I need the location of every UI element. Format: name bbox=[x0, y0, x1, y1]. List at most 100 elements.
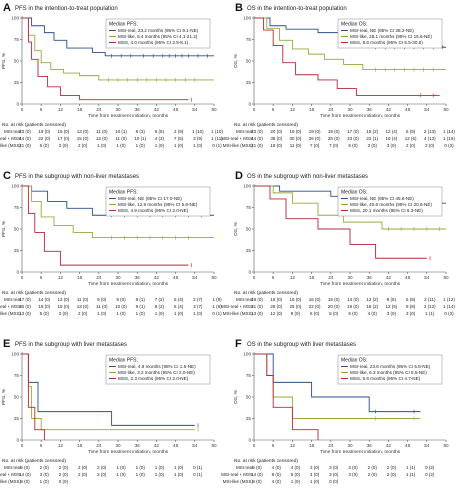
x-tick-label: 18 bbox=[309, 443, 315, 448]
x-tick-label: 60 bbox=[211, 107, 217, 112]
risk-cell: 28 (0) bbox=[270, 304, 282, 309]
risk-cell: 8 (8) bbox=[406, 304, 416, 309]
risk-cell: 11 (0) bbox=[115, 136, 127, 141]
panel-title: PFS in the subgroup with non-liver metas… bbox=[15, 174, 139, 180]
risk-cell: 22 (0) bbox=[309, 304, 321, 309]
panel-title: OS in the intention-to-treat population bbox=[247, 6, 347, 12]
risk-cell: 3 (0) bbox=[387, 311, 397, 316]
x-tick-label: 0 bbox=[253, 275, 256, 280]
x-tick-label: 24 bbox=[328, 443, 334, 448]
x-tick-label: 60 bbox=[443, 107, 449, 112]
y-tick-label: 50 bbox=[246, 227, 252, 232]
risk-row-label: MSI-like (MSS) bbox=[0, 479, 22, 484]
x-tick-label: 60 bbox=[443, 275, 449, 280]
panel-e: E PFS in the subgroup with liver metastas… bbox=[0, 338, 217, 484]
risk-cell: 38 (0) bbox=[270, 136, 282, 141]
risk-cell: 5 (8) bbox=[406, 297, 416, 302]
risk-cell: 3 (7) bbox=[193, 304, 203, 309]
risk-cell: 1 (0) bbox=[97, 143, 107, 148]
risk-cell: 2 (0) bbox=[368, 465, 378, 470]
risk-cell: 1 (0) bbox=[174, 472, 184, 477]
panel-title: PFS in the intention-to-treat population bbox=[15, 6, 118, 12]
x-tick-label: 18 bbox=[309, 275, 315, 280]
risk-cell: 12 (0) bbox=[96, 136, 108, 141]
legend-entry: MSI-real, 23.6 months (95% CI 5.8-NE) bbox=[350, 364, 431, 369]
legend-box bbox=[337, 186, 443, 217]
x-tick-label: 54 bbox=[424, 107, 430, 112]
risk-cell: 0 (1) bbox=[193, 465, 203, 470]
risk-row-label: MSI-real + MSS bbox=[0, 472, 21, 477]
x-tick-label: 36 bbox=[135, 443, 141, 448]
km-curve-1 bbox=[22, 185, 214, 239]
risk-cell: 9 (5) bbox=[387, 297, 397, 302]
x-tick-label: 12 bbox=[58, 107, 64, 112]
km-curve-2 bbox=[22, 353, 45, 440]
panel-letter: F bbox=[235, 338, 242, 350]
risk-cell: 0 (2) bbox=[444, 311, 454, 316]
legend-entry: MSS, 20.1 months (95% CI 6.3-NE) bbox=[350, 208, 423, 213]
risk-row-label: MSI-real bbox=[4, 129, 21, 134]
risk-cell: 9 (0) bbox=[291, 311, 301, 316]
x-tick-label: 30 bbox=[347, 443, 353, 448]
risk-cell: 7 (0) bbox=[329, 143, 339, 148]
x-axis-label: Time from treatment initiation, months bbox=[320, 113, 401, 119]
risk-cell: 6 (0) bbox=[310, 311, 320, 316]
x-tick-label: 6 bbox=[40, 107, 43, 112]
risk-cell: 1 (0) bbox=[97, 311, 107, 316]
y-tick-label: 0 bbox=[248, 270, 251, 275]
risk-cell: 25 (0) bbox=[290, 304, 302, 309]
risk-cell: 16 (0) bbox=[309, 297, 321, 302]
risk-cell: 7 (5) bbox=[174, 136, 184, 141]
legend-title: Median OS: bbox=[341, 22, 367, 28]
legend-box bbox=[105, 186, 211, 217]
x-tick-label: 42 bbox=[386, 275, 392, 280]
x-tick-label: 54 bbox=[192, 443, 198, 448]
panel-d: D OS in the subgroup with non-liver metas… bbox=[221, 170, 455, 316]
risk-cell: 12 (2) bbox=[366, 297, 378, 302]
x-tick-label: 30 bbox=[115, 275, 121, 280]
risk-cell: 1 (0) bbox=[155, 472, 165, 477]
risk-cell: 17 (0) bbox=[19, 297, 31, 302]
risk-cell: 2 (0) bbox=[97, 472, 107, 477]
x-tick-label: 18 bbox=[77, 443, 83, 448]
legend-entry: MSI-real, NE (95% CI 17.0-NE) bbox=[118, 196, 182, 201]
legend-entry: MSS, 4.0 months (95% CI 2.5-8.1) bbox=[118, 40, 189, 45]
y-tick-label: 75 bbox=[246, 37, 252, 42]
y-tick-label: 50 bbox=[246, 395, 252, 400]
risk-cell: 2 (0) bbox=[78, 472, 88, 477]
x-tick-label: 30 bbox=[115, 107, 121, 112]
panel-letter: D bbox=[235, 170, 243, 182]
x-tick-label: 0 bbox=[21, 443, 24, 448]
risk-table-title: No. at risk (patients censored) bbox=[2, 290, 66, 296]
risk-cell: 2 (0) bbox=[97, 465, 107, 470]
y-tick-label: 50 bbox=[14, 395, 20, 400]
legend-title: Median PFS: bbox=[109, 358, 138, 364]
x-tick-label: 24 bbox=[96, 443, 102, 448]
risk-cell: 10 (1) bbox=[115, 129, 127, 134]
panel-title: PFS in the subgroup with liver metastase… bbox=[15, 342, 127, 348]
legend-entry: MSI-real, 23.2 months (95% CI 8.1-NE) bbox=[118, 28, 199, 33]
km-curve-2 bbox=[22, 17, 189, 101]
x-tick-label: 24 bbox=[328, 275, 334, 280]
risk-cell: 1 (0) bbox=[193, 143, 203, 148]
risk-cell: 1 (14) bbox=[443, 129, 455, 134]
risk-cell: 19 (0) bbox=[38, 129, 50, 134]
risk-cell: 4 (13) bbox=[424, 136, 436, 141]
y-tick-label: 25 bbox=[246, 416, 252, 421]
x-tick-label: 6 bbox=[40, 275, 43, 280]
risk-cell: 1 (0) bbox=[155, 311, 165, 316]
risk-cell: 2 (0) bbox=[368, 472, 378, 477]
y-tick-label: 75 bbox=[14, 37, 20, 42]
risk-cell: 1 (0) bbox=[116, 143, 126, 148]
risk-row-label: MSI-like (MSS) bbox=[0, 143, 22, 148]
x-axis-label: Time from treatment initiation, months bbox=[88, 281, 169, 287]
risk-row-label: MSI-like (MSS) bbox=[0, 311, 22, 316]
risk-row-label: MSI-real bbox=[236, 465, 253, 470]
x-tick-label: 12 bbox=[290, 443, 296, 448]
risk-row-label: MSI-real bbox=[4, 465, 21, 470]
risk-cell: 5 (0) bbox=[40, 311, 50, 316]
x-tick-label: 6 bbox=[40, 443, 43, 448]
risk-cell: 16 (0) bbox=[290, 297, 302, 302]
risk-cell: 9 (0) bbox=[116, 297, 126, 302]
risk-table-title: No. at risk (patients censored) bbox=[234, 122, 298, 128]
